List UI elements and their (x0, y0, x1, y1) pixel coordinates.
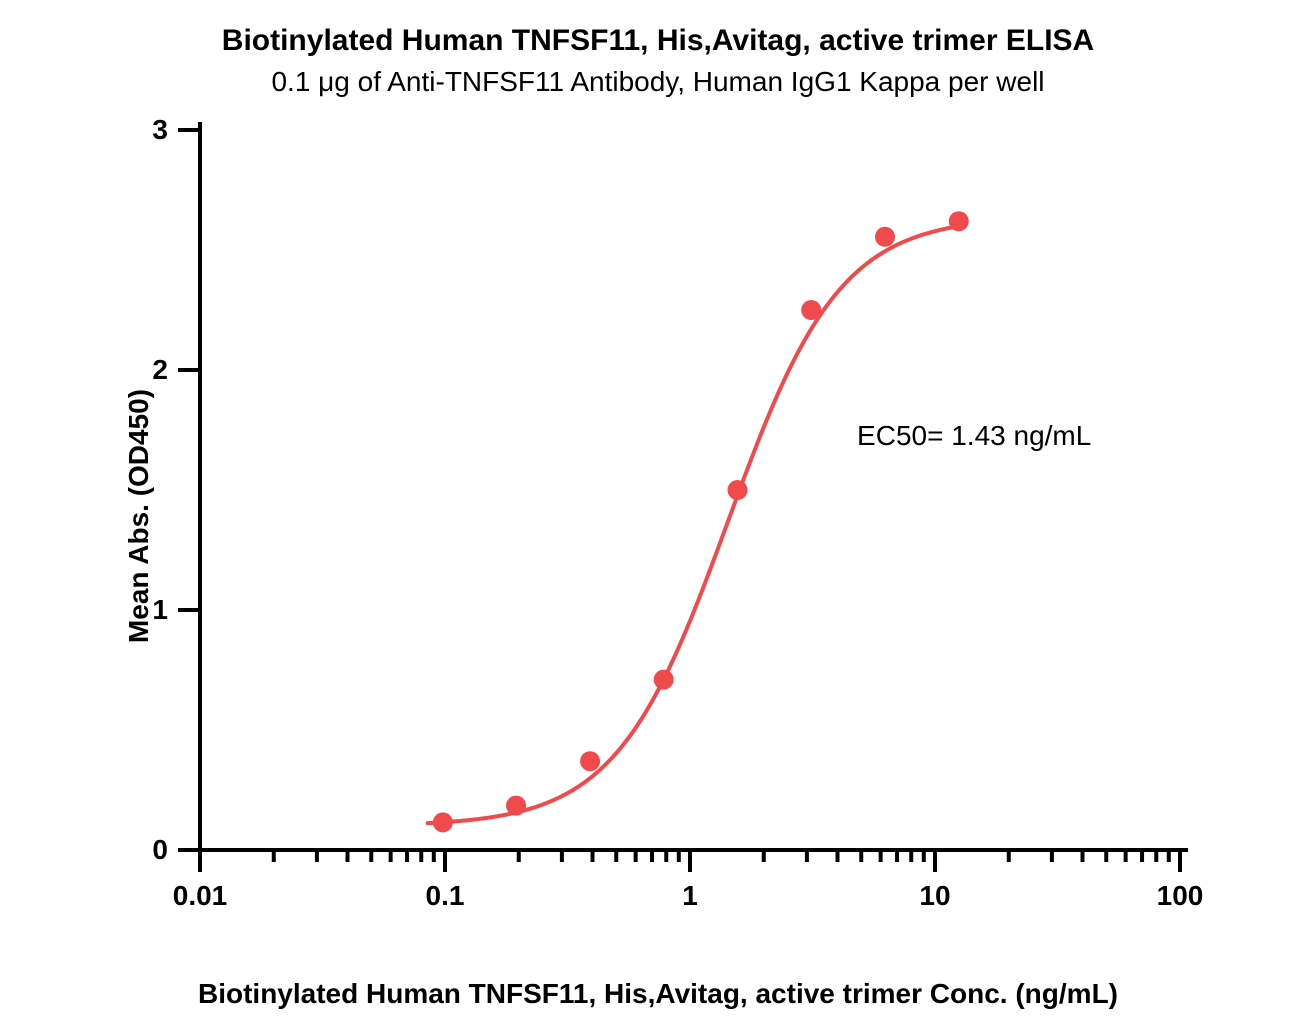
data-point (654, 670, 674, 690)
x-tick-label: 10 (919, 880, 950, 912)
y-tick-label: 3 (132, 114, 168, 146)
x-tick-label: 100 (1157, 880, 1204, 912)
data-point (875, 227, 895, 247)
data-point (801, 300, 821, 320)
data-point (949, 211, 969, 231)
x-tick-label: 1 (682, 880, 698, 912)
data-point (728, 480, 748, 500)
chart-figure: Biotinylated Human TNFSF11, His,Avitag, … (0, 0, 1316, 1032)
x-tick-label: 0.01 (173, 880, 228, 912)
y-tick-label: 1 (132, 594, 168, 626)
y-tick-label: 2 (132, 354, 168, 386)
plot-svg (0, 0, 1316, 1032)
data-point (580, 751, 600, 771)
x-tick-label: 0.1 (426, 880, 465, 912)
fit-curve (428, 225, 963, 823)
data-point (506, 796, 526, 816)
y-tick-label: 0 (132, 834, 168, 866)
data-point (433, 812, 453, 832)
ec50-annotation: EC50= 1.43 ng/mL (857, 420, 1091, 452)
